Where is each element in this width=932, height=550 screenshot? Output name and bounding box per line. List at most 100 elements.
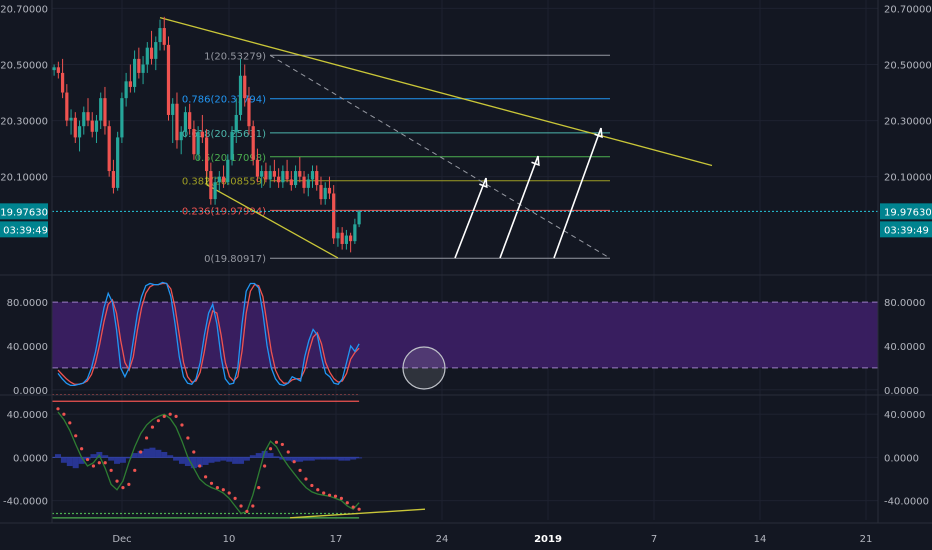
- osc-histogram-bar: [184, 457, 191, 467]
- candle-body[interactable]: [336, 232, 340, 239]
- candle-body[interactable]: [158, 28, 162, 43]
- osc-histogram-bar: [167, 455, 174, 458]
- osc-histogram-bar: [114, 457, 121, 464]
- candle-body[interactable]: [221, 176, 226, 183]
- candle-body[interactable]: [298, 171, 302, 177]
- candle-body[interactable]: [323, 187, 327, 200]
- candle-body[interactable]: [132, 58, 137, 87]
- candle-body[interactable]: [357, 211, 361, 225]
- candle-body[interactable]: [65, 92, 69, 121]
- candle-body[interactable]: [69, 117, 73, 121]
- candle-body[interactable]: [145, 47, 149, 65]
- right-price-tick: 20.10000: [884, 173, 932, 184]
- candle-body[interactable]: [251, 126, 255, 160]
- candle-body[interactable]: [175, 103, 179, 141]
- osc-red-dot: [144, 436, 149, 440]
- oscillator-pane[interactable]: [52, 394, 426, 519]
- candle-body[interactable]: [111, 171, 116, 188]
- candle-body[interactable]: [90, 120, 94, 132]
- candle-body[interactable]: [247, 98, 251, 127]
- time-tick-label[interactable]: 10: [223, 534, 236, 545]
- candle-body[interactable]: [183, 112, 188, 132]
- osc-histogram-bar: [249, 455, 256, 458]
- candle-body[interactable]: [116, 137, 120, 188]
- candle-body[interactable]: [213, 182, 217, 200]
- candle-body[interactable]: [188, 112, 192, 129]
- time-tick-label[interactable]: 2019: [534, 534, 562, 545]
- candle-body[interactable]: [52, 67, 56, 71]
- candle-body[interactable]: [149, 47, 154, 59]
- candle-body[interactable]: [192, 128, 196, 155]
- candle-body[interactable]: [154, 42, 158, 59]
- candle-body[interactable]: [234, 114, 238, 132]
- candle-body[interactable]: [319, 185, 323, 200]
- candle-body[interactable]: [60, 72, 65, 93]
- time-axis[interactable]: Dec 10 17 24 2019 7 14 21: [112, 534, 872, 545]
- candle-body[interactable]: [264, 171, 268, 180]
- candle-body[interactable]: [162, 28, 166, 45]
- candle-body[interactable]: [107, 126, 111, 172]
- candle-body[interactable]: [302, 176, 306, 188]
- candle-body[interactable]: [205, 137, 209, 172]
- candle-body[interactable]: [327, 187, 332, 194]
- osc-histogram-bar: [255, 453, 262, 458]
- osc-red-dot: [103, 461, 107, 465]
- candle-body[interactable]: [238, 75, 243, 115]
- candle-body[interactable]: [137, 58, 141, 73]
- candle-body[interactable]: [179, 131, 183, 141]
- candle-body[interactable]: [200, 131, 204, 138]
- time-tick-label[interactable]: 17: [330, 534, 343, 545]
- candle-body[interactable]: [315, 171, 319, 186]
- candle-body[interactable]: [56, 67, 60, 73]
- candle-body[interactable]: [260, 171, 264, 177]
- candle-body[interactable]: [82, 112, 86, 127]
- time-tick-label[interactable]: Dec: [112, 534, 131, 545]
- price-pane[interactable]: 1(20.53279) 0.786(20.37794) 0.618(20.25631…: [52, 16, 878, 265]
- candle-body[interactable]: [196, 131, 200, 155]
- time-tick-label[interactable]: 21: [860, 534, 873, 545]
- osc-histogram-bar: [196, 457, 203, 468]
- candle-body[interactable]: [277, 176, 281, 183]
- candle-body[interactable]: [141, 64, 145, 73]
- candle-body[interactable]: [349, 235, 353, 242]
- candle-body[interactable]: [293, 171, 298, 186]
- candle-body[interactable]: [94, 120, 99, 132]
- candle-body[interactable]: [255, 159, 260, 177]
- time-tick-label[interactable]: 14: [754, 534, 767, 545]
- time-tick-label[interactable]: 24: [436, 534, 449, 545]
- candle-body[interactable]: [73, 117, 77, 138]
- time-tick-label[interactable]: 7: [651, 534, 657, 545]
- osc-red-dot: [257, 486, 261, 490]
- candle-body[interactable]: [285, 171, 289, 180]
- candle-body[interactable]: [268, 171, 272, 180]
- candle-body[interactable]: [272, 171, 276, 177]
- candle-body[interactable]: [353, 224, 357, 242]
- left-stoch-tick: 0.0000: [13, 386, 48, 397]
- candle-body[interactable]: [209, 171, 213, 200]
- candle-body[interactable]: [340, 232, 344, 244]
- candle-body[interactable]: [306, 179, 310, 188]
- candle-body[interactable]: [103, 98, 107, 127]
- candle-body[interactable]: [243, 75, 247, 99]
- candle-body[interactable]: [128, 81, 132, 87]
- stochastic-pane[interactable]: [52, 281, 878, 390]
- osc-histogram-bar: [178, 457, 185, 464]
- candle-body[interactable]: [310, 171, 315, 180]
- candle-body[interactable]: [120, 98, 124, 138]
- candle-body[interactable]: [124, 81, 128, 99]
- candle-body[interactable]: [344, 235, 349, 244]
- candle-body[interactable]: [171, 103, 175, 115]
- candle-body[interactable]: [281, 171, 285, 183]
- arrow-head-1: [531, 155, 540, 167]
- osc-red-dot: [333, 494, 338, 498]
- candle-body[interactable]: [77, 126, 82, 138]
- candle-body[interactable]: [86, 112, 90, 121]
- candle-body[interactable]: [166, 44, 171, 115]
- candle-body[interactable]: [99, 98, 103, 121]
- candle-body[interactable]: [217, 176, 221, 183]
- candle-body[interactable]: [230, 131, 234, 160]
- candle-body[interactable]: [332, 193, 336, 239]
- candle-body[interactable]: [289, 179, 293, 186]
- candle-body[interactable]: [226, 159, 230, 183]
